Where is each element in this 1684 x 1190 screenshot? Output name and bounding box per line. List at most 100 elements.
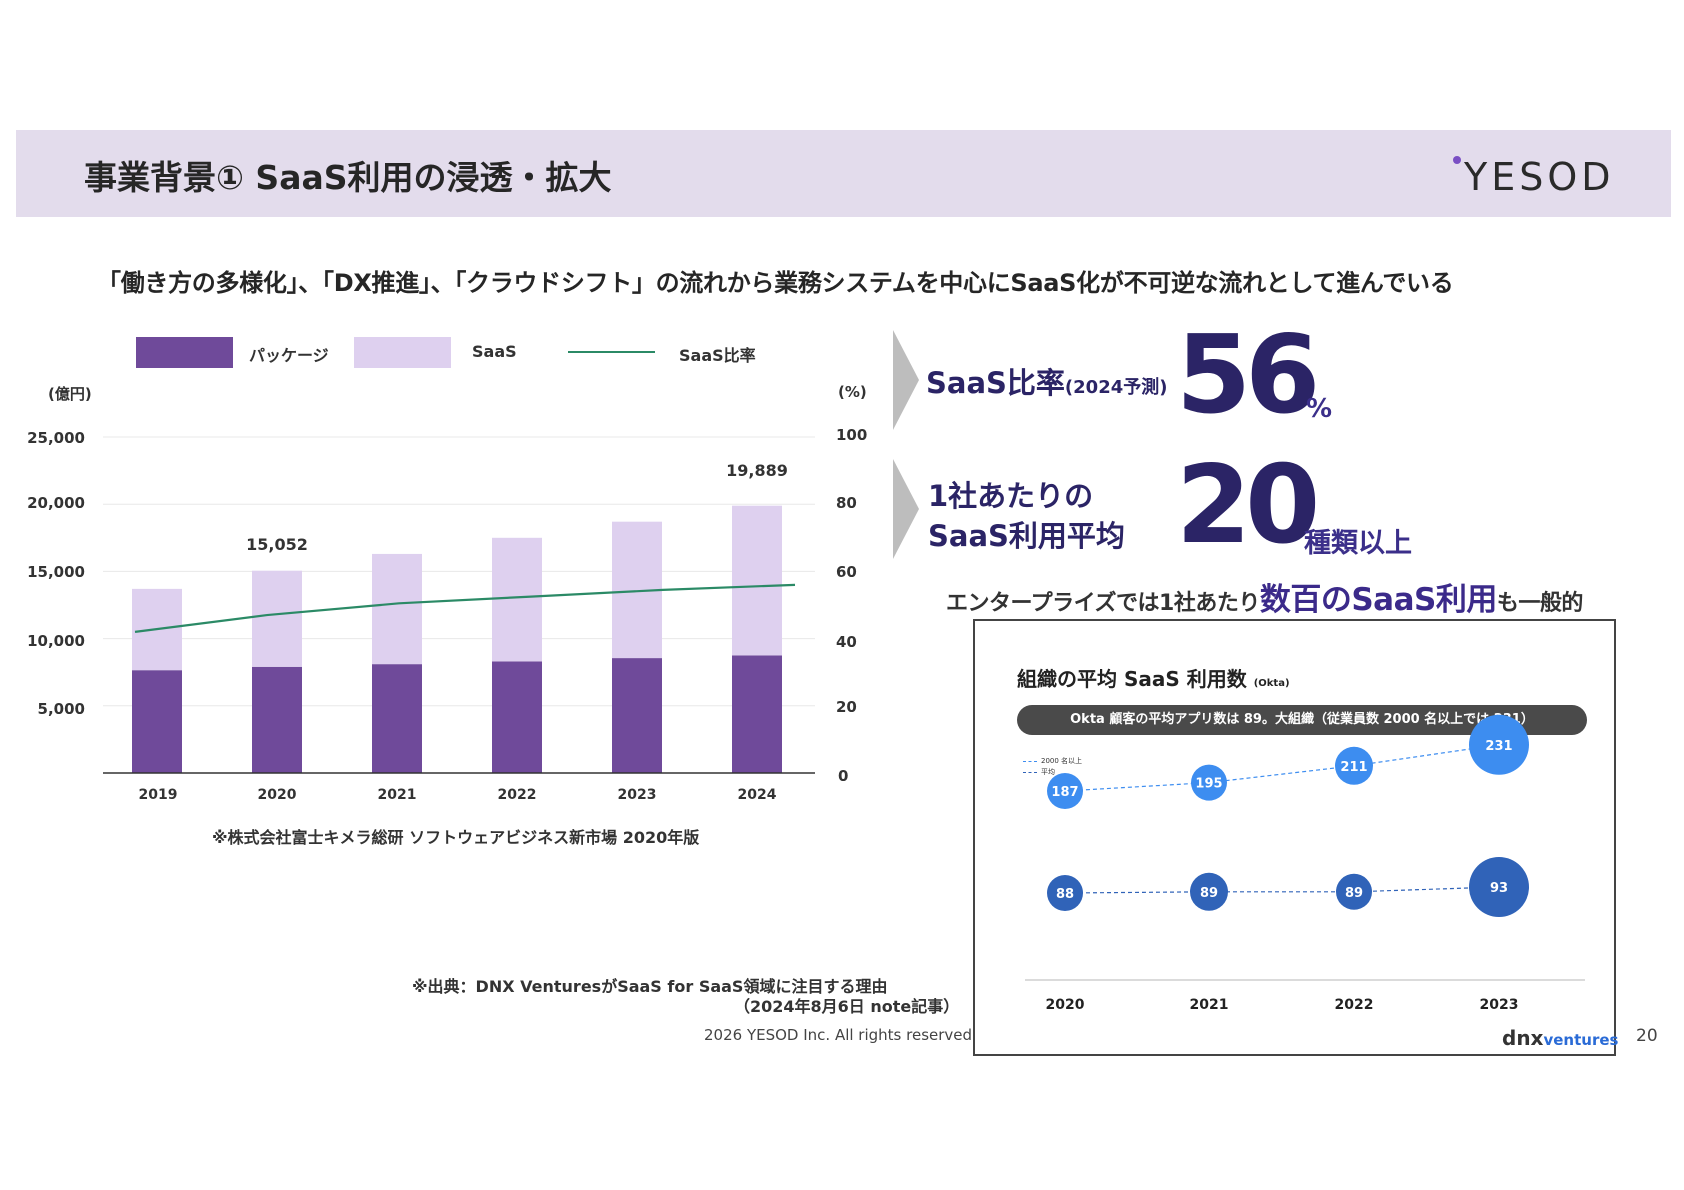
y-left-unit: (億円)	[48, 385, 92, 403]
okta-chart-panel: 組織の平均 SaaS 利用数 (Okta) Okta 顧客の平均アプリ数は 89…	[985, 631, 1605, 1029]
y-right-tick: 60	[836, 563, 857, 581]
okta-bubble-large-2023	[1469, 714, 1529, 775]
kpi2-label-line1: 1社あたりの	[928, 479, 1094, 513]
dnx-logo-b: ventures	[1543, 1031, 1619, 1049]
kpi1-value: 56	[1176, 313, 1320, 438]
y-left-tick: 10,000	[27, 632, 85, 650]
y-left-tick: 20,000	[27, 494, 85, 512]
footer-source: ※出典：DNX VenturesがSaaS for SaaS領域に注目する理由	[412, 977, 888, 996]
legend-label-saas: SaaS	[472, 342, 517, 361]
okta-title-note: (Okta)	[1253, 678, 1290, 689]
okta-saas-usage-chart: 187 195 211 231 88 89 89 93	[1025, 714, 1585, 981]
x-tick-label: 2021	[377, 787, 417, 803]
bar-saas-2021	[372, 553, 422, 665]
okta-bubble-large-2021	[1191, 764, 1227, 801]
okta-legend-large: 2000 名以上	[1023, 756, 1082, 766]
okta-label-average-2022: 89	[1345, 886, 1363, 901]
kpi1-qualifier: (2024予測)	[1064, 377, 1168, 398]
kpi1-label-text: SaaS比率	[926, 366, 1065, 400]
okta-legend-average: 平均	[1023, 767, 1055, 777]
y-left-tick: 25,000	[27, 429, 85, 447]
okta-chart-image: 組織の平均 SaaS 利用数 (Okta) Okta 顧客の平均アプリ数は 89…	[973, 619, 1618, 1056]
y-left-tick: 15,000	[27, 563, 85, 581]
okta-bubble-average-2020	[1047, 875, 1083, 911]
bar-saas-2019	[132, 588, 182, 671]
chevron-right-icon	[893, 330, 919, 430]
yesod-logo: YESOD	[1453, 155, 1615, 198]
y-left-tick: 5,000	[37, 700, 85, 718]
kpi1-unit: %	[1306, 394, 1333, 424]
bar-package-2024	[732, 655, 782, 773]
x-tick-label: 2019	[138, 787, 178, 803]
kpi1-label: SaaS比率(2024予測)	[926, 360, 1167, 402]
kpi2-label-line2: SaaS利用平均	[928, 519, 1125, 553]
okta-bubble-average-2023	[1469, 857, 1529, 917]
bar-saas-2023	[612, 521, 662, 659]
subtitle: 「働き方の多様化」、「DX推進」、「クラウドシフト」の流れから業務システムを中心…	[97, 269, 1454, 297]
page-number: 20	[1636, 1026, 1658, 1046]
legend-swatch-package	[136, 337, 233, 368]
x-tick-label: 2023	[617, 787, 657, 803]
okta-year-label: 2023	[1479, 997, 1519, 1013]
kpi2-unit: 種類以上	[1304, 528, 1412, 559]
okta-year-label: 2020	[1045, 997, 1085, 1013]
okta-label-average-2021: 89	[1200, 886, 1218, 901]
y-right-tick: 40	[836, 633, 857, 651]
y-right-tick: 100	[836, 426, 868, 444]
enterprise-note: エンタープライズでは1社あたり数百のSaaS利用も一般的	[946, 574, 1583, 619]
x-tick-label: 2024	[737, 787, 777, 803]
okta-year-label: 2021	[1189, 997, 1229, 1013]
legend-label-ratio: SaaS比率	[679, 346, 756, 365]
header-band	[16, 130, 1671, 217]
bar-package-2021	[372, 664, 422, 773]
bar-package-2022	[492, 661, 542, 773]
okta-bubble-average-2021	[1190, 872, 1228, 911]
legend-label-package: パッケージ	[249, 346, 329, 365]
okta-bubble-average-2022	[1336, 873, 1372, 910]
okta-bubble-large-2022	[1335, 746, 1373, 785]
note-prefix: エンタープライズでは1社あたり	[946, 591, 1260, 616]
okta-label-average-2023: 93	[1490, 881, 1508, 896]
y-right-tick: 80	[836, 494, 857, 512]
okta-legend-average-label: 平均	[1041, 768, 1055, 776]
okta-line-large	[1064, 744, 1500, 792]
bar-saas-2024	[732, 505, 782, 656]
bar-package-2019	[132, 670, 182, 773]
okta-label-large-2022: 211	[1340, 760, 1367, 775]
slide-title: 事業背景① SaaS利用の浸透・拡大	[84, 158, 612, 197]
okta-label-average-2020: 88	[1056, 887, 1074, 902]
chart-source: ※株式会社富士キメラ総研 ソフトウェアビジネス新市場 2020年版	[212, 828, 700, 847]
okta-label-large-2023: 231	[1485, 739, 1512, 754]
x-tick-label: 2020	[257, 787, 297, 803]
bar-saas-2022	[492, 537, 542, 662]
bar-package-2023	[612, 658, 662, 773]
data-label-2020: 15,052	[246, 535, 308, 554]
note-suffix: も一般的	[1496, 591, 1584, 616]
kpi2-value: 20	[1176, 443, 1320, 568]
y-right-tick: 20	[836, 698, 857, 716]
okta-label-large-2021: 195	[1195, 777, 1222, 792]
copyright: 2026 YESOD Inc. All rights reserved	[704, 1026, 973, 1044]
chevron-right-icon	[893, 459, 919, 559]
okta-year-label: 2022	[1334, 997, 1374, 1013]
dnx-ventures-logo: dnxventures	[1502, 1026, 1618, 1050]
okta-label-large-2020: 187	[1051, 785, 1078, 800]
okta-title: 組織の平均 SaaS 利用数 (Okta)	[1017, 663, 1290, 692]
logo-text: YESOD	[1463, 155, 1615, 198]
bar-package-2020	[252, 666, 302, 773]
bar-saas-2020	[252, 570, 302, 667]
x-tick-label: 2022	[497, 787, 537, 803]
y-right-unit: (%)	[838, 383, 867, 401]
dnx-logo-a: dnx	[1502, 1026, 1544, 1050]
y-right-tick: 0	[838, 767, 849, 785]
okta-title-text: 組織の平均 SaaS 利用数	[1017, 667, 1247, 691]
okta-bubble-large-2020	[1047, 773, 1083, 809]
okta-line-average	[1064, 886, 1500, 894]
data-label-2024: 19,889	[726, 461, 788, 480]
okta-legend-large-label: 2000 名以上	[1041, 757, 1083, 765]
line-saas-ratio	[134, 583, 796, 633]
note-emphasis: 数百のSaaS利用	[1259, 582, 1498, 618]
footer-source-date: （2024年8月6日 note記事）	[734, 997, 960, 1016]
legend-swatch-saas	[354, 337, 451, 368]
logo-dot-icon	[1453, 156, 1461, 164]
